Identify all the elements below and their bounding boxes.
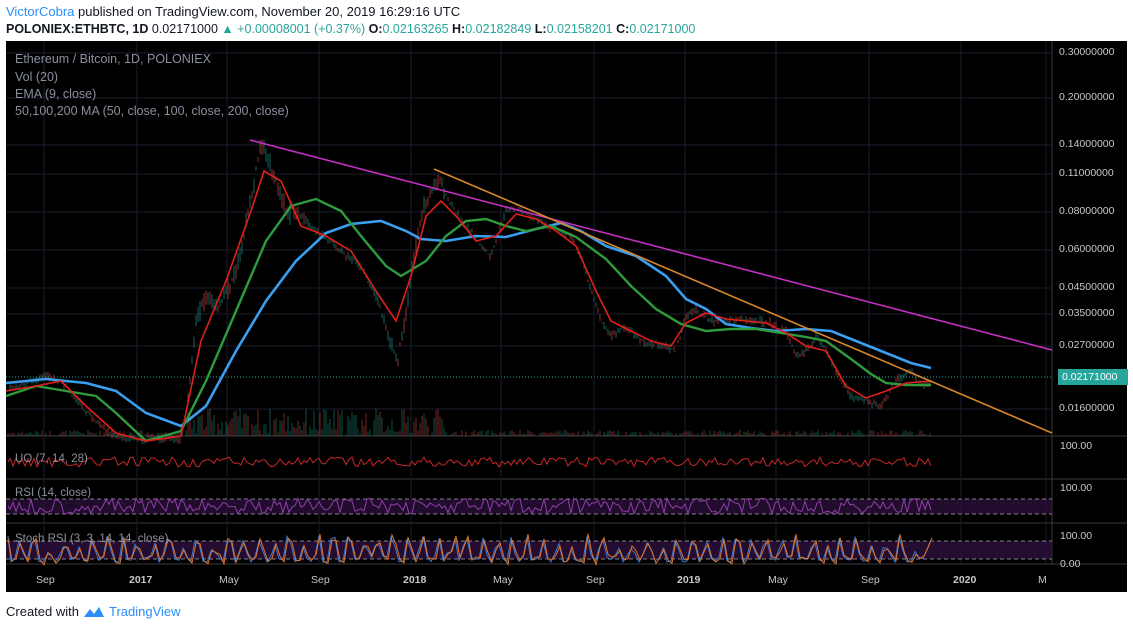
publish-line: VictorCobra published on TradingView.com… — [6, 4, 460, 19]
tradingview-link[interactable]: TradingView — [108, 604, 181, 619]
rsi-axis-label: 100.00 — [1060, 482, 1093, 494]
time-axis-label: 2018 — [403, 574, 427, 586]
stoch-legend[interactable]: Stoch RSI (3, 3, 14, 14, close) — [15, 533, 169, 545]
ema-line — [6, 169, 932, 442]
time-axis-label: Sep — [586, 574, 605, 586]
chart-area[interactable]: Ethereum / Bitcoin, 1D, POLONIEX Vol (20… — [6, 41, 1128, 592]
stoch-axis-top: 100.00 — [1060, 530, 1093, 542]
time-axis-label: May — [768, 574, 788, 586]
close-value: 0.02171000 — [629, 22, 696, 36]
time-axis-label: Sep — [861, 574, 880, 586]
high-value: 0.02182849 — [465, 22, 532, 36]
candles — [7, 139, 931, 445]
price-axis-label: 0.01600000 — [1059, 402, 1115, 414]
rsi-legend[interactable]: RSI (14, close) — [15, 487, 92, 499]
indicator-panes — [6, 456, 1052, 567]
price-axis-label: 0.04500000 — [1059, 281, 1115, 293]
ma100-line — [6, 219, 932, 428]
ohlc-line: POLONIEX:ETHBTC, 1D 0.02171000 ▲ +0.0000… — [6, 22, 695, 36]
low-value: 0.02158201 — [546, 22, 613, 36]
time-axis-label: 2017 — [129, 574, 153, 586]
tradingview-logo-icon — [83, 606, 104, 617]
magenta-trendline — [249, 139, 1053, 351]
chart-title: Ethereum / Bitcoin, 1D, POLONIEX — [15, 52, 211, 66]
ema-legend[interactable]: EMA (9, close) — [15, 87, 97, 101]
last-price: 0.02171000 — [151, 22, 218, 36]
open-label: O: — [368, 22, 383, 36]
price-axis-label: 0.30000000 — [1059, 46, 1115, 58]
price-axis-label: 0.20000000 — [1059, 91, 1115, 103]
time-axis-label: 2020 — [953, 574, 977, 586]
uo-axis-label: 100.00 — [1060, 440, 1093, 452]
author-link[interactable]: VictorCobra — [6, 4, 75, 19]
price-axis-label: 0.03500000 — [1059, 307, 1115, 319]
uo-line — [7, 456, 932, 468]
time-axis-label: 2019 — [677, 574, 701, 586]
change-value: ▲ +0.00008001 (+0.37%) — [221, 22, 366, 36]
stoch-axis-bottom: 0.00 — [1060, 558, 1081, 570]
symbol-label: POLONIEX:ETHBTC, 1D — [6, 22, 149, 36]
time-axis-label: Sep — [36, 574, 55, 586]
rsi-line — [7, 496, 932, 516]
current-price-tag: 0.02171000 — [1058, 369, 1128, 385]
rsi-band — [6, 499, 1052, 514]
ma-legend[interactable]: 50,100,200 MA (50, close, 100, close, 20… — [15, 104, 289, 118]
price-chart[interactable] — [6, 41, 1127, 592]
price-axis-label: 0.06000000 — [1059, 243, 1115, 255]
stoch-d-line — [7, 533, 933, 567]
time-axis-label: M — [1038, 574, 1047, 586]
price-axis-label: 0.11000000 — [1059, 167, 1114, 179]
time-axis-label: May — [219, 574, 239, 586]
ma50-line — [6, 197, 931, 443]
open-value: 0.02163265 — [382, 22, 449, 36]
price-axis-label: 0.02700000 — [1059, 339, 1115, 351]
footer: Created with TradingView — [6, 604, 181, 619]
orange-trendline — [433, 168, 1053, 434]
time-axis-label: May — [493, 574, 513, 586]
price-axis-label: 0.14000000 — [1059, 138, 1115, 150]
time-axis-label: Sep — [311, 574, 330, 586]
close-label: C: — [616, 22, 630, 36]
published-text: published on TradingView.com, November 2… — [78, 4, 461, 19]
price-axis-label: 0.08000000 — [1059, 205, 1115, 217]
uo-legend[interactable]: UO (7, 14, 28) — [15, 453, 88, 465]
low-label: L: — [534, 22, 547, 36]
moving-averages — [6, 169, 932, 443]
vol-legend[interactable]: Vol (20) — [15, 70, 59, 84]
chart-grid — [6, 41, 1127, 565]
created-text: Created with — [6, 604, 79, 619]
high-label: H: — [452, 22, 466, 36]
trendlines — [249, 139, 1053, 434]
